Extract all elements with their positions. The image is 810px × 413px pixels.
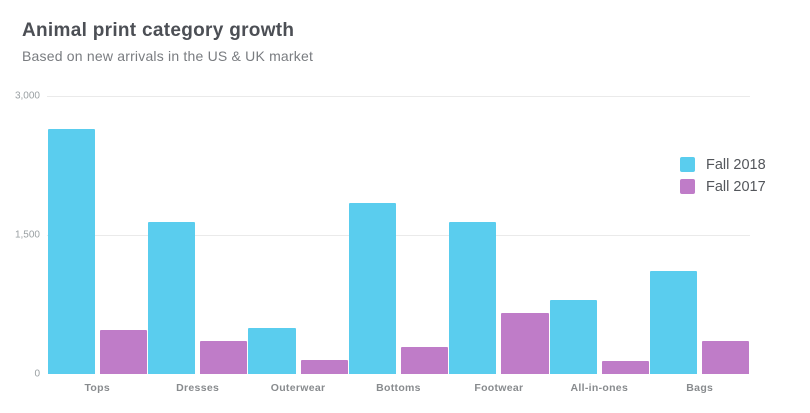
bar-fall-2018-bottoms: [348, 203, 396, 374]
x-axis-label-bottoms: Bottoms: [376, 382, 421, 394]
bar-fall-2018-dresses: [147, 222, 196, 374]
legend-label-fall-2018: Fall 2018: [706, 156, 766, 173]
legend-row-fall-2018: Fall 2018: [680, 155, 766, 174]
bar-fall-2017-all-in-ones: [601, 361, 649, 374]
x-axis-label-tops: Tops: [84, 382, 110, 394]
bar-group-tops: Tops: [47, 96, 147, 394]
bar-group-bags: Bags: [650, 96, 750, 394]
y-axis-tick-1500: 1,500: [14, 229, 40, 241]
chart-subtitle: Based on new arrivals in the US & UK mar…: [22, 48, 314, 64]
bar-group-footwear: Footwear: [449, 96, 549, 394]
legend-row-fall-2017: Fall 2017: [680, 177, 766, 196]
bar-groups: Tops Dresses Outerwear Bottoms Footwear All-i…: [47, 96, 750, 394]
bar-fall-2018-outerwear: [248, 327, 296, 374]
bar-fall-2017-bottoms: [400, 347, 449, 374]
bar-group-outerwear: Outerwear: [248, 96, 348, 394]
bar-fall-2018-footwear: [449, 222, 497, 374]
y-axis-tick-3000: 3,000: [14, 90, 40, 102]
x-axis-label-footwear: Footwear: [474, 382, 524, 394]
bar-group-all-in-ones: All-in-ones: [549, 96, 649, 394]
x-axis-label-bags: Bags: [686, 382, 714, 394]
gridline-3000: [47, 96, 750, 97]
bar-fall-2017-footwear: [501, 312, 549, 374]
legend-swatch-fall-2018: [680, 157, 695, 172]
bar-group-bottoms: Bottoms: [348, 96, 449, 394]
bar-fall-2017-outerwear: [300, 360, 348, 374]
legend: Fall 2018 Fall 2017: [680, 155, 766, 199]
x-axis-label-dresses: Dresses: [176, 382, 220, 394]
x-axis-label-all-in-ones: All-in-ones: [570, 382, 629, 394]
bar-fall-2018-bags: [650, 271, 698, 374]
x-axis-label-outerwear: Outerwear: [270, 382, 326, 394]
plot-area: 3,000 1,500 0 Tops Dresses Outerwear Bottom…: [15, 91, 750, 394]
bar-group-dresses: Dresses: [147, 96, 248, 394]
chart-title: Animal print category growth: [22, 20, 295, 41]
bar-fall-2017-dresses: [200, 341, 248, 374]
legend-label-fall-2017: Fall 2017: [706, 178, 766, 195]
bar-fall-2017-bags: [702, 341, 750, 374]
bar-fall-2018-all-in-ones: [549, 299, 597, 374]
bar-fall-2018-tops: [47, 128, 95, 374]
y-axis-tick-0: 0: [34, 368, 40, 380]
bar-fall-2017-tops: [99, 329, 147, 374]
legend-swatch-fall-2017: [680, 179, 695, 194]
gridline-1500: [47, 235, 750, 236]
